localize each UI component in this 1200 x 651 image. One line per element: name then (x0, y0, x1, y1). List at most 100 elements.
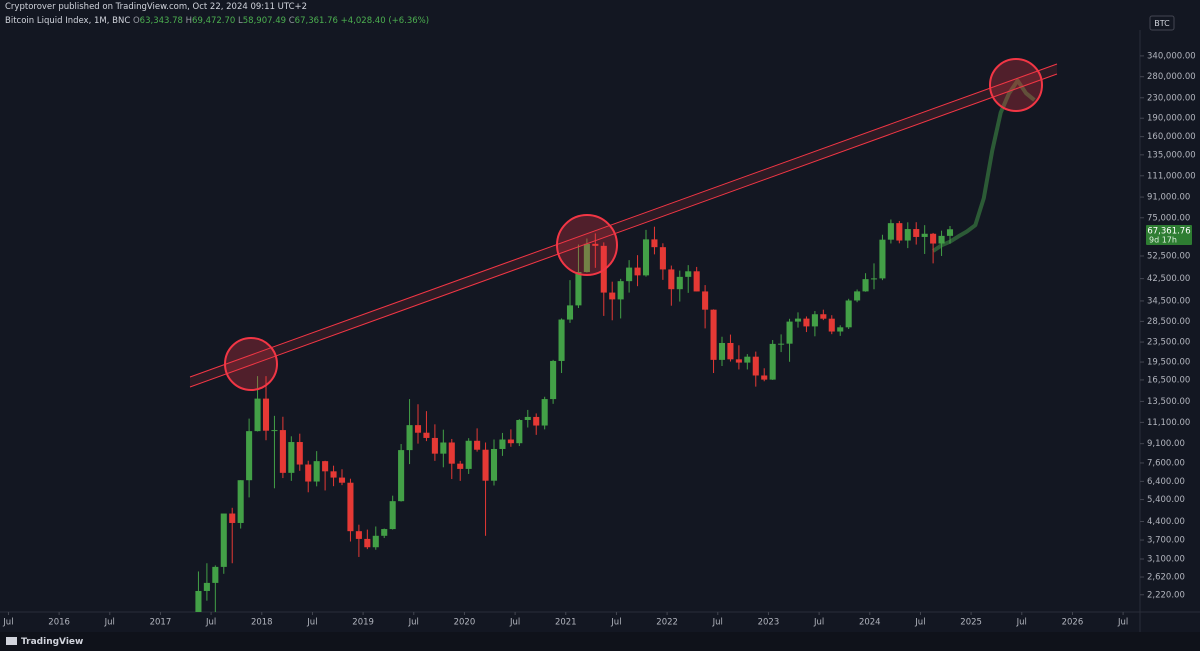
y-tick-label: 7,600.00 (1147, 458, 1185, 468)
candle-body (583, 243, 590, 273)
candle-body (355, 531, 362, 539)
y-tick-label: 52,500.00 (1147, 251, 1190, 261)
candle-body (651, 239, 658, 248)
candle-body (558, 319, 565, 361)
y-tick-label: 190,000.00 (1147, 114, 1196, 124)
y-tick-label: 135,000.00 (1147, 150, 1196, 160)
candle-body (364, 538, 371, 548)
x-tick-label: 2024 (859, 618, 881, 628)
y-tick-label: 16,500.00 (1147, 375, 1190, 385)
candle-body (930, 233, 937, 244)
x-tick-label: 2017 (150, 618, 172, 628)
countdown: 9d 17h (1149, 236, 1177, 245)
candle-body (735, 359, 742, 363)
x-tick-label: Jul (1016, 618, 1027, 628)
x-tick-label: Jul (408, 618, 419, 628)
plot-area (195, 78, 1036, 612)
candle-body (279, 430, 286, 473)
candle-body (381, 529, 388, 536)
y-tick-label: 75,000.00 (1147, 213, 1190, 223)
y-tick-label: 111,000.00 (1147, 171, 1196, 181)
candle-body (389, 501, 396, 530)
last-price: 67,361.76 (1147, 227, 1190, 237)
candle-body (541, 399, 548, 426)
x-tick-label: 2021 (555, 618, 577, 628)
candle-body (195, 590, 202, 612)
x-tick-label: Jul (712, 618, 723, 628)
candle-body (702, 291, 709, 310)
candle-body (727, 342, 734, 360)
candle-body (845, 300, 852, 328)
candle-body (676, 276, 683, 290)
candle-body (448, 442, 455, 464)
y-tick-label: 13,500.00 (1147, 397, 1190, 407)
currency-box (1149, 15, 1175, 31)
candle-body (254, 398, 261, 432)
legend-key: H (185, 16, 193, 26)
x-tick-label: Jul (610, 618, 621, 628)
channel-lower (189, 73, 1058, 388)
x-tick-label: 2019 (352, 618, 374, 628)
candle-body (414, 425, 422, 433)
candle-body (237, 480, 244, 523)
candle-body (482, 449, 489, 481)
candle-body (220, 513, 227, 567)
change: +4,028.40 (+6.36%) (340, 16, 430, 26)
candle-body (566, 305, 574, 320)
candle-body (533, 416, 540, 426)
candle-body (803, 318, 810, 327)
candle-body (946, 229, 954, 236)
candle-body (786, 321, 793, 344)
currency: BTC (1154, 19, 1170, 28)
y-tick-label: 34,500.00 (1147, 296, 1190, 306)
candle-body (330, 471, 337, 478)
candle-body (718, 342, 726, 360)
candle-body (296, 442, 303, 465)
channel-upper (189, 63, 1058, 378)
brand: TradingView (21, 637, 83, 647)
candle-body (811, 314, 818, 327)
candle-body (398, 450, 405, 502)
candle-body (474, 440, 481, 450)
candle-body (507, 439, 514, 444)
channel-fill (190, 64, 1057, 387)
candle-body (338, 477, 346, 483)
candle-body (820, 314, 827, 319)
candle-body (305, 464, 312, 482)
last-price-box (1146, 225, 1192, 245)
candle-body (262, 398, 270, 431)
highlight-circle (989, 58, 1043, 112)
x-tick-label: 2016 (48, 618, 70, 628)
x-tick-label: 2025 (960, 618, 982, 628)
y-tick-label: 3,100.00 (1147, 555, 1185, 565)
candle-body (862, 279, 869, 292)
candle-body (271, 430, 278, 432)
x-tick-label: 2022 (656, 618, 678, 628)
candle-body (524, 416, 531, 421)
candle-body (490, 448, 498, 481)
x-tick-label: 2020 (454, 618, 476, 628)
legend-key: C (288, 16, 295, 26)
candle-body (575, 272, 582, 306)
x-tick-label: 2023 (758, 618, 780, 628)
y-tick-label: 91,000.00 (1147, 193, 1190, 203)
candle-body (693, 271, 700, 292)
candle-body (685, 271, 692, 277)
candle-body (440, 442, 447, 454)
candle-body (938, 235, 945, 244)
candle-body (896, 223, 903, 241)
x-tick-label: 2018 (251, 618, 273, 628)
candle-body (668, 269, 675, 290)
y-tick-label: 6,400.00 (1147, 477, 1185, 487)
candle-body (913, 229, 920, 237)
legend-value: 63,343.78 (139, 16, 183, 26)
y-tick-label: 5,400.00 (1147, 495, 1185, 505)
candle-body (499, 439, 506, 449)
x-tick-label: Jul (813, 618, 824, 628)
y-tick-label: 28,500.00 (1147, 317, 1190, 327)
candle-body (887, 223, 894, 240)
candle-body (423, 432, 430, 438)
candle-body (769, 343, 776, 380)
legend-value: 69,472.70 (192, 16, 236, 26)
highlight-circle (224, 337, 278, 391)
